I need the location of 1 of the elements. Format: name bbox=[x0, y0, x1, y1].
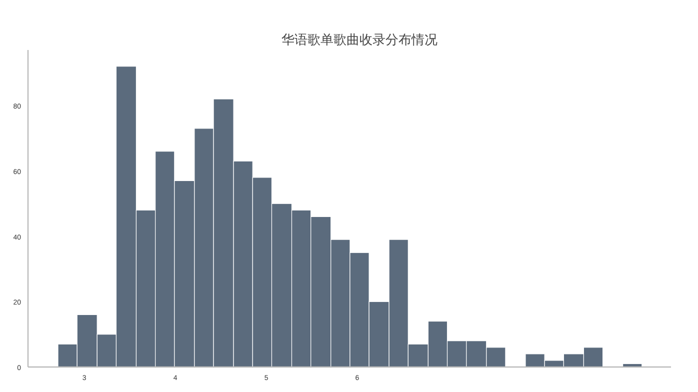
chart-title: 华语歌单歌曲收录分布情况 bbox=[282, 32, 438, 47]
